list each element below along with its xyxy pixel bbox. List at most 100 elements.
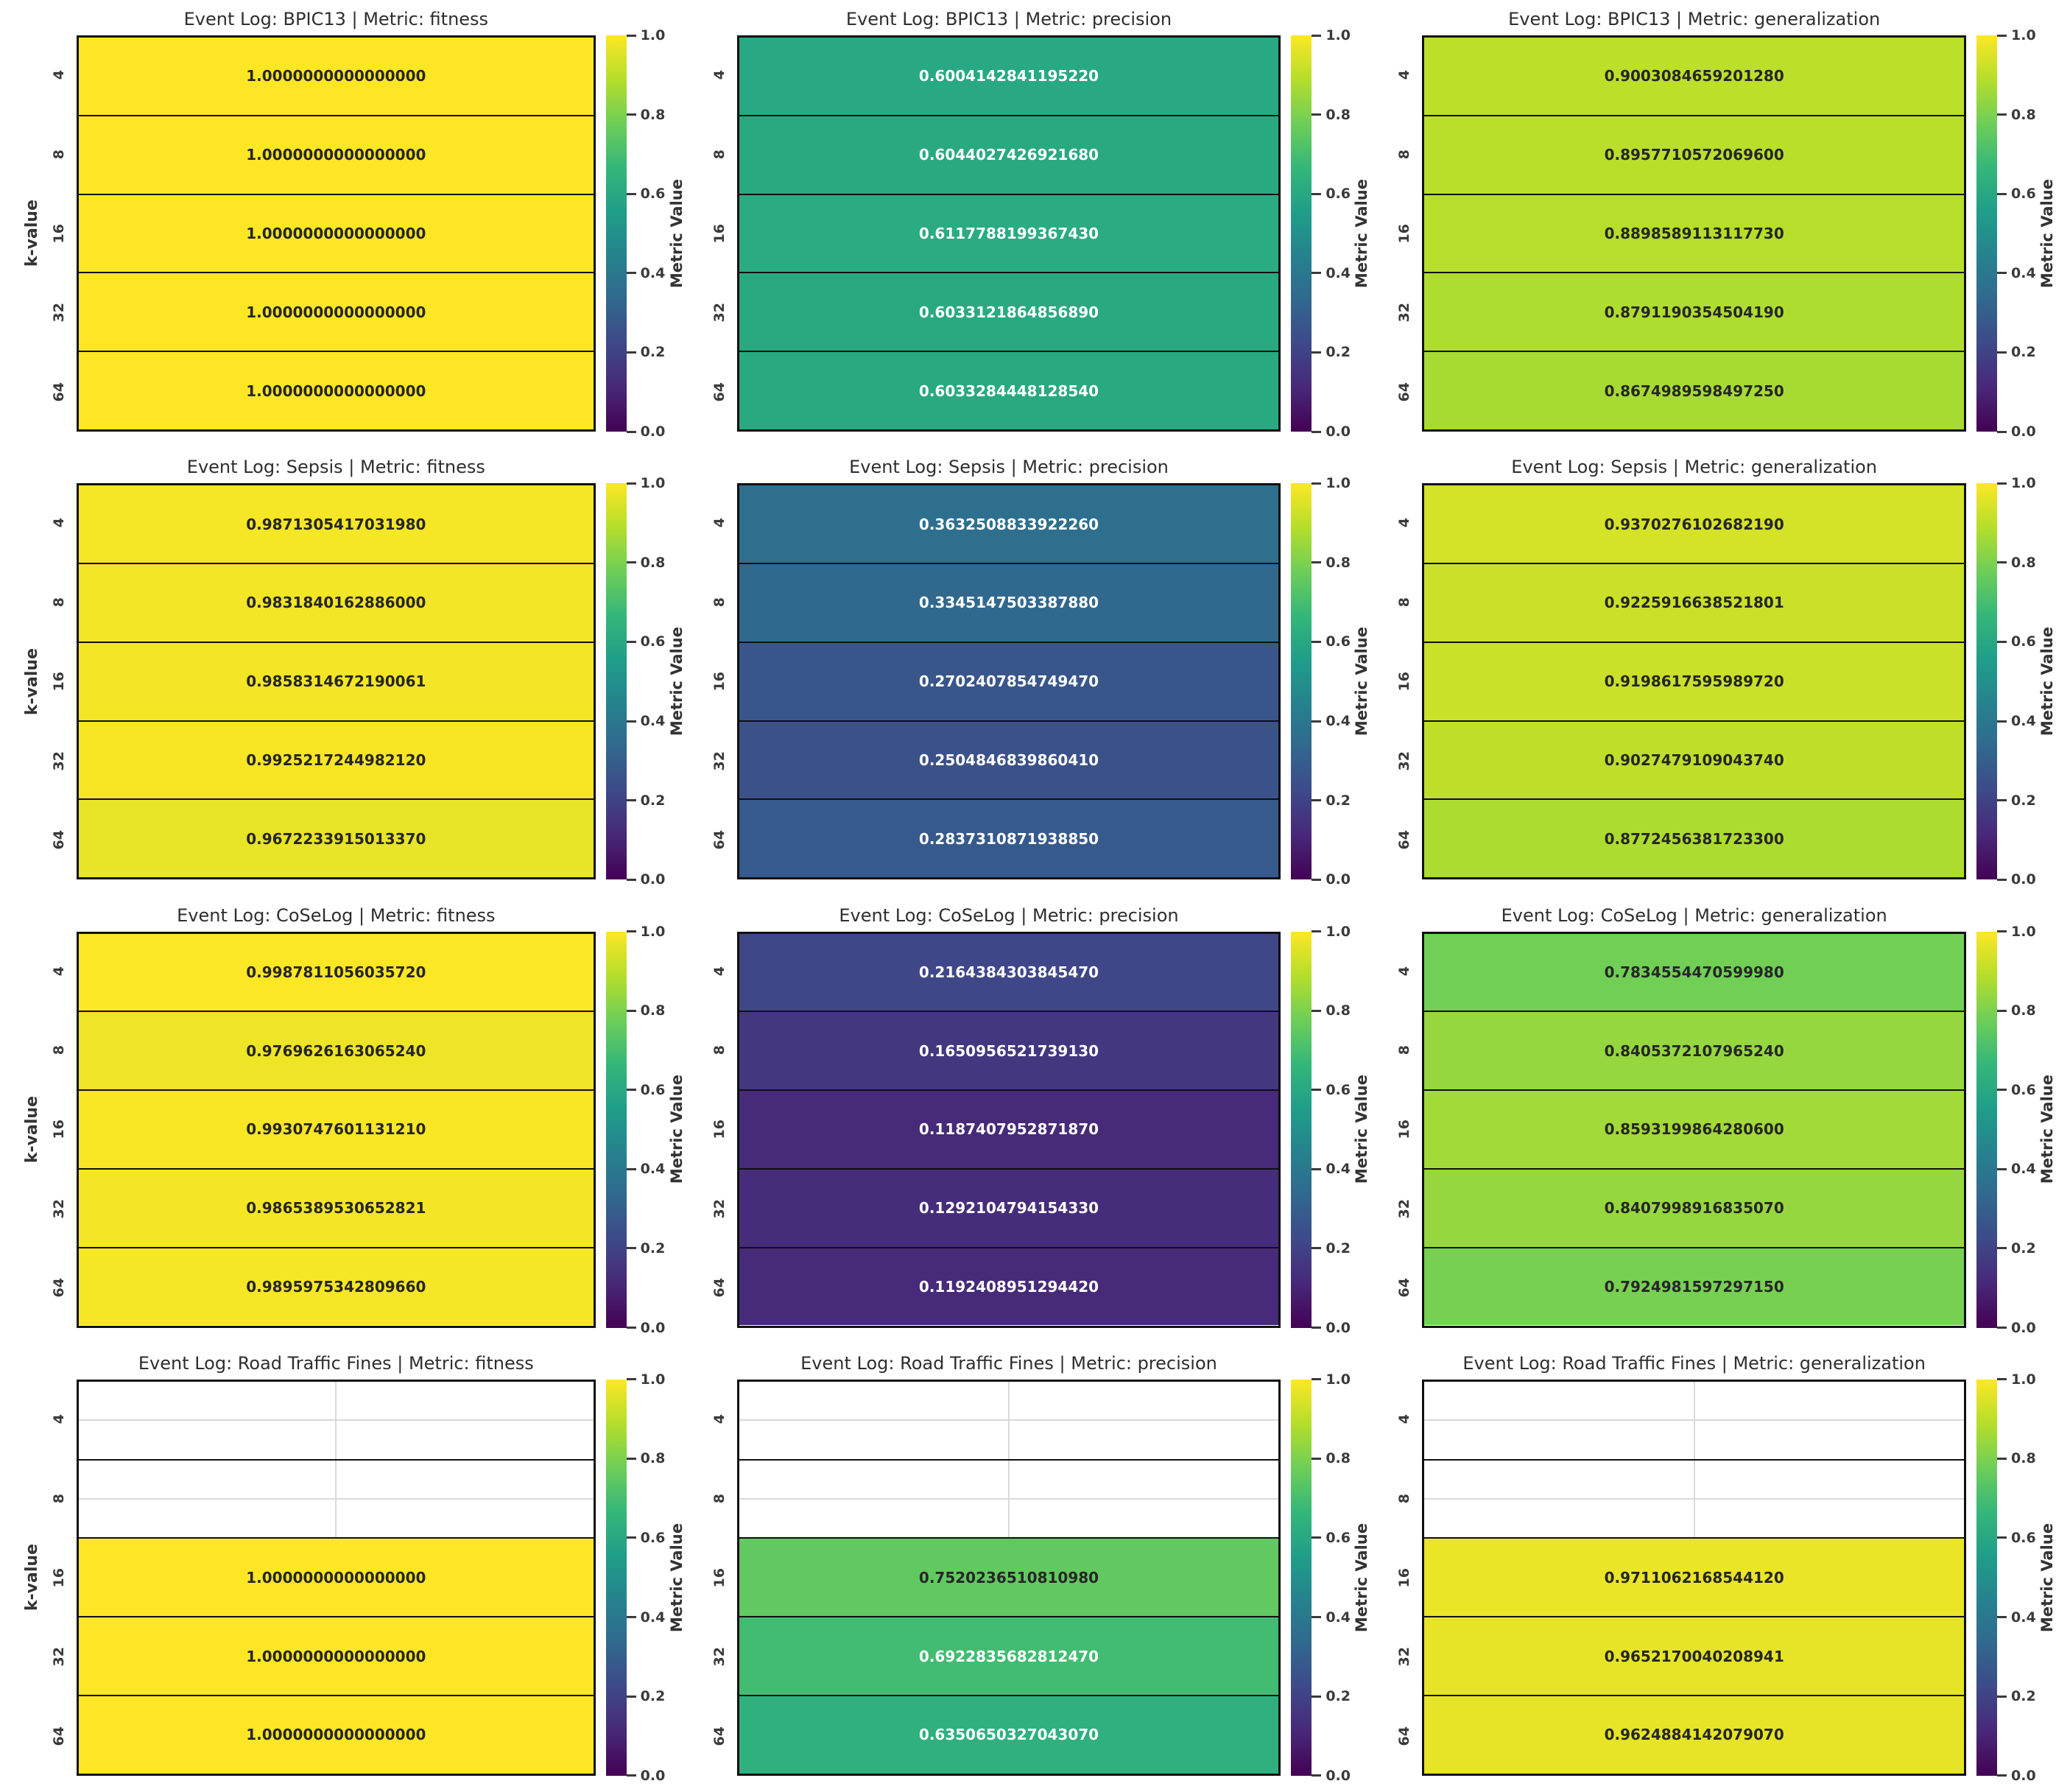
tick-mark [626, 1536, 636, 1539]
colorbar-tick: 0.0 [1997, 424, 2036, 440]
cell-value: 0.6004142841195220 [918, 67, 1099, 85]
colorbar-tick: 0.2 [1312, 344, 1351, 360]
y-tick-label-k8: 8 [711, 1493, 728, 1503]
y-tick-label-k16: 16 [711, 223, 728, 244]
tick-mark [1997, 351, 2007, 354]
y-tick-label-k4: 4 [1396, 1413, 1413, 1424]
y-tick-label-k8: 8 [1396, 1045, 1413, 1055]
tick-mark [1312, 1378, 1322, 1381]
heatmap-panel: Event Log: Road Traffic Fines | Metric: … [0, 1344, 686, 1792]
colorbar-tick: 0.6 [1997, 186, 2036, 202]
y-tick-label-k32: 32 [711, 1647, 728, 1667]
colorbar-tick-label: 0.2 [640, 344, 666, 361]
colorbar-tick: 0.6 [626, 1082, 665, 1098]
tick-mark [626, 640, 636, 643]
y-axis-ticks: 4 8 16 32 64 [41, 932, 77, 1328]
cell-value: 0.6117788199367430 [918, 224, 1099, 242]
colorbar-tick: 1.0 [1312, 27, 1351, 43]
heatmap-panel: Event Log: Road Traffic Fines | Metric: … [1370, 1344, 2056, 1792]
heatmap-panel: Event Log: BPIC13 | Metric: generalizati… [1370, 0, 2056, 448]
heatmap: 0.9003084659201280 0.8957710572069600 0.88… [1422, 35, 1966, 432]
y-axis: 4 8 16 32 64 [1370, 35, 1422, 432]
cell-value: 0.3632508833922260 [918, 515, 1099, 533]
heatmap-cell-k16: 0.7520236510810980 [739, 1537, 1279, 1617]
colorbar [1976, 931, 1997, 1328]
colorbar-ticks: 1.0 0.8 0.6 0.4 0.2 0.0 [1312, 924, 1353, 1336]
y-tick-label-k32: 32 [51, 751, 67, 771]
colorbar-ticks: 1.0 0.8 0.6 0.4 0.2 0.0 [1997, 1371, 2038, 1784]
cell-value: 0.7520236510810980 [918, 1568, 1099, 1587]
heatmap: 0.7520236510810980 0.6922835682812470 0.63… [736, 1379, 1281, 1776]
heatmap: 1.0000000000000000 1.0000000000000000 1.00… [77, 1379, 596, 1776]
colorbar-tick-label: 0.0 [640, 1319, 666, 1336]
colorbar-label: Metric Value [1353, 178, 1371, 289]
colorbar-label: Metric Value [667, 178, 686, 289]
tick-mark [1997, 1695, 2007, 1698]
colorbar-tick: 1.0 [626, 27, 665, 43]
tick-mark [626, 1695, 636, 1698]
heatmap-cell-k8 [739, 1458, 1279, 1538]
colorbar-tick-label: 0.4 [1326, 713, 1351, 730]
colorbar-tick: 0.4 [1997, 1609, 2036, 1626]
heatmap-panel: Event Log: CoSeLog | Metric: generalizat… [1370, 896, 2056, 1344]
y-axis-label: k-value [23, 200, 41, 267]
y-tick-label-k8: 8 [1396, 1493, 1413, 1503]
y-tick-label-k16: 16 [1396, 223, 1413, 244]
cell-value: 0.1187407952871870 [918, 1120, 1099, 1139]
colorbar-tick-label: 0.2 [1326, 1240, 1351, 1257]
colorbar-tick-label: 0.6 [2011, 633, 2036, 650]
colorbar-tick-label: 1.0 [2011, 1371, 2036, 1388]
heatmap-cell-k4: 0.9987811056035720 [79, 933, 594, 1011]
y-axis-label: k-value [23, 647, 41, 715]
colorbar-tick: 0.0 [626, 1768, 665, 1784]
heatmap-cell-k64: 0.7924981597297150 [1424, 1246, 1964, 1326]
cell-value: 0.9624884142079070 [1604, 1726, 1784, 1744]
colorbar-tick: 0.6 [626, 1530, 665, 1546]
heatmap-cell-k8: 0.9769626163065240 [79, 1011, 594, 1090]
colorbar-label: Metric Value [2038, 627, 2056, 737]
colorbar-tick-label: 0.0 [640, 424, 666, 440]
colorbar-label: Metric Value [1353, 1075, 1371, 1184]
colorbar-tick-label: 0.8 [2011, 1450, 2036, 1467]
colorbar-tick: 1.0 [1312, 1371, 1351, 1388]
colorbar-tick-label: 0.6 [2011, 1529, 2036, 1546]
heatmap-cell-k4: 0.9370276102682190 [1424, 485, 1964, 563]
colorbar-tick: 0.6 [1997, 1530, 2036, 1546]
heatmap-cell-k32: 0.6922835682812470 [739, 1616, 1279, 1695]
cell-value: 0.7834554470599980 [1604, 963, 1784, 981]
colorbar-tick: 0.4 [626, 1161, 665, 1177]
heatmap: 0.3632508833922260 0.3345147503387880 0.27… [736, 483, 1281, 880]
heatmap-cell-k4 [79, 1381, 594, 1459]
colorbar-tick: 0.0 [1312, 1768, 1351, 1784]
cell-value: 0.9865389530652821 [246, 1199, 426, 1217]
heatmap-cell-k32: 0.8407998916835070 [1424, 1167, 1964, 1247]
heatmap-cell-k32: 0.9652170040208941 [1424, 1616, 1964, 1695]
cell-value: 0.8674989598497250 [1604, 382, 1784, 400]
colorbar-tick: 0.8 [1312, 107, 1351, 123]
tick-mark [1997, 561, 2007, 564]
heatmap-cell-k32: 0.2504846839860410 [739, 720, 1279, 799]
colorbar-label: Metric Value [1353, 627, 1371, 737]
heatmap-cell-k8 [79, 1458, 594, 1538]
colorbar-tick: 0.2 [1997, 793, 2036, 809]
y-tick-label-k32: 32 [1396, 751, 1413, 771]
colorbar [1976, 1379, 1997, 1776]
colorbar [1291, 35, 1312, 432]
colorbar-label: Metric Value [667, 1075, 686, 1184]
colorbar-tick: 0.0 [1997, 1320, 2036, 1336]
tick-mark [626, 1616, 636, 1619]
tick-mark [1312, 640, 1322, 643]
colorbar-tick: 0.2 [1312, 793, 1351, 809]
y-axis-ticks: 4 8 16 32 64 [702, 932, 737, 1328]
colorbar-tick: 0.2 [1312, 1240, 1351, 1257]
colorbar-tick-label: 0.8 [640, 106, 666, 123]
tick-mark [626, 34, 636, 37]
panel-title: Event Log: Sepsis | Metric: precision [849, 457, 1169, 478]
colorbar-tick: 0.8 [1997, 1002, 2036, 1019]
tick-mark [1312, 878, 1322, 881]
colorbar-area: 1.0 0.8 0.6 0.4 0.2 0.0 Metric Value [1966, 1371, 2056, 1784]
colorbar-tick-label: 0.2 [640, 1240, 666, 1257]
cell-value: 0.8898589113117730 [1604, 224, 1784, 242]
colorbar-tick: 0.6 [1312, 186, 1351, 202]
heatmap-cell-k8: 1.0000000000000000 [79, 114, 594, 194]
